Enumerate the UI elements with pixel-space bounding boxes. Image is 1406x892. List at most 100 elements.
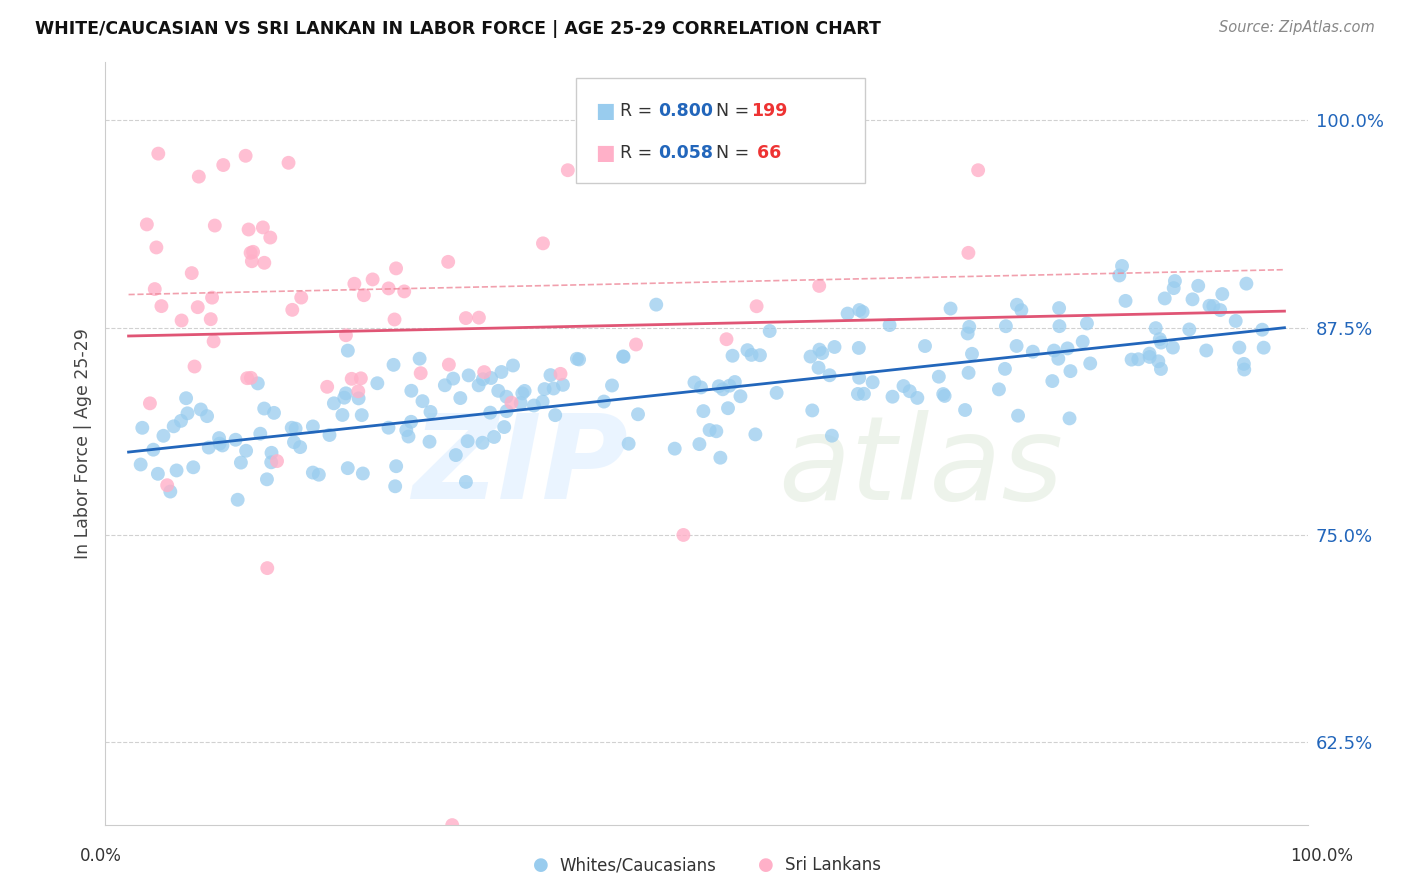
Point [238, 222, 260, 236]
Point [472, 365, 495, 379]
Text: ■: ■ [595, 101, 614, 120]
Point [318, 428, 340, 442]
Point [852, 305, 875, 319]
Point [288, 440, 311, 454]
Text: 0.058: 0.058 [658, 145, 713, 162]
Point [994, 319, 1017, 334]
Point [513, 384, 536, 398]
Point [277, 155, 299, 169]
Point [240, 254, 263, 268]
Point [283, 435, 305, 450]
Point [212, 158, 235, 172]
Point [335, 328, 357, 343]
Point [479, 406, 502, 420]
Point [352, 467, 374, 481]
Point [290, 291, 312, 305]
Point [343, 277, 366, 291]
Point [749, 348, 772, 362]
Point [418, 434, 440, 449]
Point [737, 343, 759, 358]
Point [197, 441, 219, 455]
Point [807, 360, 830, 375]
Point [960, 347, 983, 361]
Point [1043, 343, 1066, 358]
Point [721, 349, 744, 363]
Point [523, 399, 546, 413]
Point [384, 312, 406, 326]
Point [544, 408, 567, 422]
Point [688, 437, 710, 451]
Point [709, 450, 731, 465]
Point [1227, 341, 1250, 355]
Point [645, 298, 668, 312]
Point [1202, 299, 1225, 313]
Point [801, 403, 824, 417]
Point [494, 420, 516, 434]
Point [419, 405, 441, 419]
Point [187, 169, 209, 184]
Text: R =: R = [620, 102, 658, 120]
Point [174, 391, 197, 405]
Point [1211, 287, 1233, 301]
Text: N =: N = [716, 102, 755, 120]
Point [259, 230, 281, 244]
Point [957, 319, 980, 334]
Point [385, 261, 408, 276]
Point [239, 371, 262, 385]
Point [1209, 303, 1232, 318]
Point [957, 366, 980, 380]
Point [1233, 362, 1256, 376]
Point [468, 310, 491, 325]
Point [1076, 317, 1098, 331]
Point [1047, 351, 1070, 366]
Point [617, 436, 640, 450]
Point [501, 395, 523, 409]
Point [256, 561, 278, 575]
Point [190, 402, 212, 417]
Point [848, 370, 870, 384]
Point [1022, 344, 1045, 359]
Point [510, 386, 533, 401]
Point [502, 359, 524, 373]
Point [139, 396, 162, 410]
Point [302, 419, 325, 434]
Point [1128, 352, 1150, 367]
Point [225, 433, 247, 447]
Text: N =: N = [716, 145, 755, 162]
Point [862, 376, 884, 390]
Point [335, 386, 357, 401]
Point [914, 339, 936, 353]
Point [361, 272, 384, 286]
Point [142, 442, 165, 457]
Point [704, 424, 727, 438]
Point [235, 149, 257, 163]
Point [350, 408, 373, 422]
Point [148, 146, 170, 161]
Point [1108, 268, 1130, 283]
Point [131, 421, 153, 435]
Point [166, 463, 188, 477]
Point [1253, 341, 1275, 355]
Point [208, 431, 231, 445]
Point [540, 368, 562, 383]
Text: WHITE/CAUCASIAN VS SRI LANKAN IN LABOR FORCE | AGE 25-29 CORRELATION CHART: WHITE/CAUCASIAN VS SRI LANKAN IN LABOR F… [35, 20, 882, 37]
Point [707, 379, 730, 393]
Point [624, 337, 647, 351]
Point [401, 384, 423, 398]
Point [1059, 364, 1081, 378]
Point [799, 350, 821, 364]
Point [411, 394, 433, 409]
Point [1047, 301, 1070, 315]
Point [163, 419, 186, 434]
Point [246, 376, 269, 391]
Point [211, 438, 233, 452]
Point [229, 456, 252, 470]
Point [441, 371, 464, 385]
Point [745, 299, 768, 313]
Point [531, 236, 554, 251]
Point [236, 371, 259, 385]
Point [253, 256, 276, 270]
Point [690, 380, 713, 394]
Point [593, 394, 616, 409]
Point [824, 340, 846, 354]
